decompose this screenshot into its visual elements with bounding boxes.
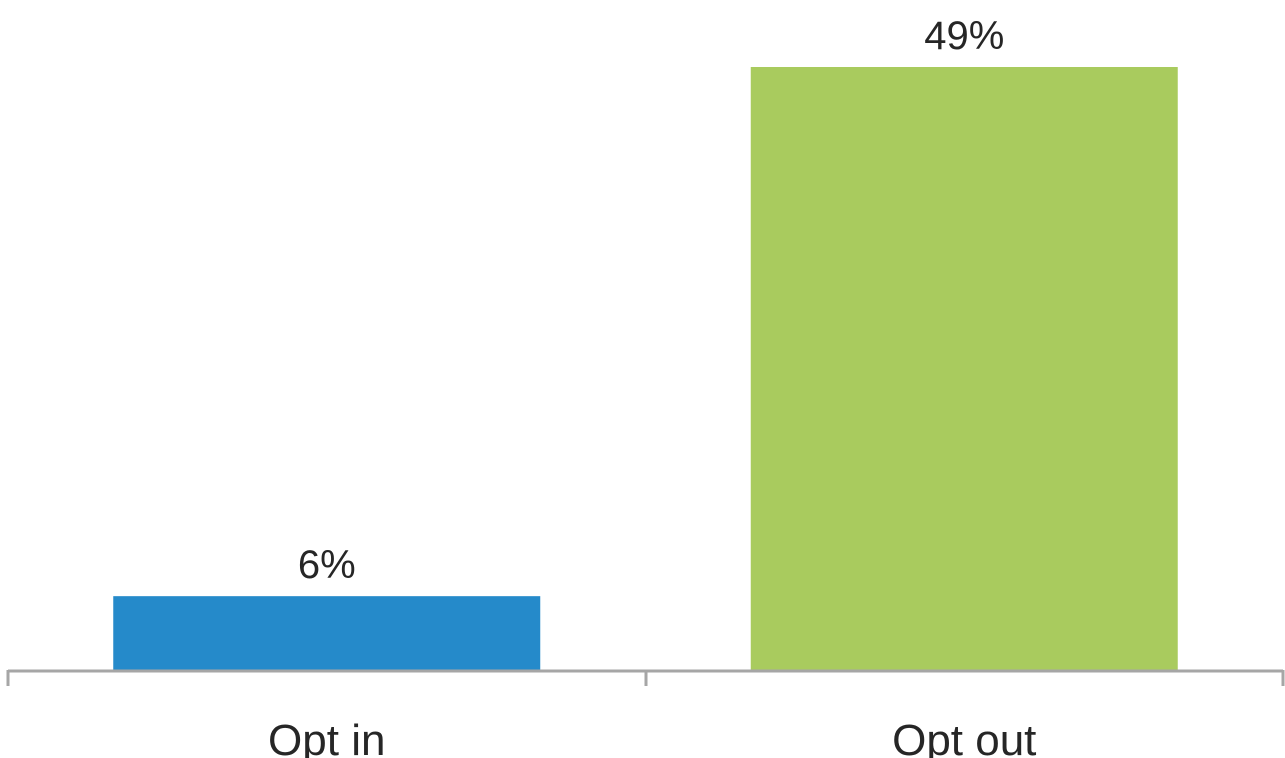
tick-label-opt-in: Opt in (268, 716, 385, 758)
value-labels-group: 6% 49% (298, 14, 1004, 587)
category-labels-group: Opt in Opt out (268, 716, 1036, 758)
bar-opt-in (113, 596, 541, 670)
data-label-opt-in: 6% (298, 543, 356, 587)
x-axis (6, 669, 1285, 686)
bar-opt-out (750, 67, 1178, 670)
bars-group (113, 67, 1178, 670)
data-label-opt-out: 49% (924, 14, 1004, 58)
tick-label-opt-out: Opt out (892, 716, 1036, 758)
